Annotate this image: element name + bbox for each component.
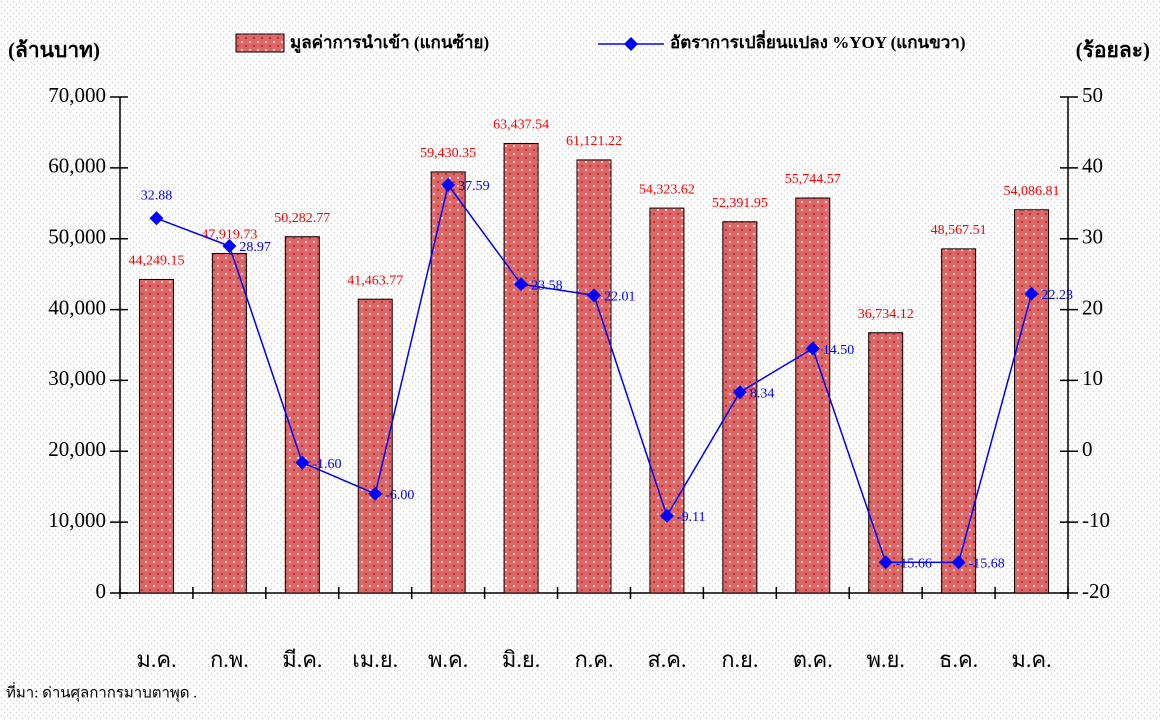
bar-value-label: 61,121.22 xyxy=(566,134,622,149)
legend-marker xyxy=(624,37,638,51)
bar-value-label: 52,391.95 xyxy=(712,196,768,211)
bar-value-label: 50,282.77 xyxy=(274,211,330,226)
line-marker xyxy=(1024,286,1039,301)
y2-tick-label: 10 xyxy=(1082,366,1103,390)
y-tick-label: 0 xyxy=(96,579,107,603)
bar xyxy=(211,252,247,594)
bar-value-label: 55,744.57 xyxy=(785,172,841,187)
line-value-label: -15.66 xyxy=(896,556,932,571)
y-axis-label: (ล้านบาท) xyxy=(8,38,100,62)
line-value-label: -9.11 xyxy=(677,510,706,525)
line-marker xyxy=(805,341,820,356)
line-marker xyxy=(951,555,966,570)
line-value-label: 8.34 xyxy=(750,386,775,401)
bar xyxy=(284,236,320,594)
line-marker xyxy=(659,508,674,523)
line-marker xyxy=(222,239,237,254)
line-marker xyxy=(587,288,601,303)
line-marker xyxy=(295,455,310,470)
x-tick-label: ต.ค. xyxy=(793,647,833,672)
x-tick-label: ก.ค. xyxy=(574,647,613,672)
x-tick-label: มี.ค. xyxy=(282,647,322,672)
y2-tick-label: -20 xyxy=(1082,579,1110,603)
line-marker xyxy=(441,177,456,192)
bar xyxy=(722,221,758,594)
bar-value-label: 44,249.15 xyxy=(128,254,184,269)
y-tick-label: 20,000 xyxy=(48,437,106,461)
x-tick-label: ส.ค. xyxy=(647,647,686,672)
bar-value-label: 47,919.73 xyxy=(201,228,257,243)
line-value-label: 22.23 xyxy=(1042,288,1074,303)
source-note: ที่มา: ด่านศุลกากรมาบตาพุด . xyxy=(6,681,197,702)
legend-swatch xyxy=(235,33,285,53)
y-tick-label: 50,000 xyxy=(48,225,106,249)
legend-label: อัตราการเปลี่ยนแปลง %YOY (แกนขวา) xyxy=(670,30,966,52)
line-value-label: 37.59 xyxy=(458,179,490,194)
legend-label: มูลค่าการนำเข้า (แกนซ้าย) xyxy=(290,33,489,54)
x-tick-label: มิ.ย. xyxy=(502,647,540,672)
y2-axis-label: (ร้อยละ) xyxy=(1076,38,1150,62)
y2-tick-label: -10 xyxy=(1082,508,1110,532)
line-marker xyxy=(878,555,893,570)
y-tick-label: 60,000 xyxy=(48,154,106,178)
bar-value-label: 48,567.51 xyxy=(931,223,987,238)
line-value-label: 28.97 xyxy=(239,240,271,255)
bar xyxy=(868,332,904,594)
y2-tick-label: 20 xyxy=(1082,295,1103,319)
y2-tick-label: 40 xyxy=(1082,154,1103,178)
bar xyxy=(1014,209,1050,594)
x-tick-label: พ.ค. xyxy=(428,647,468,672)
bar xyxy=(430,171,466,594)
y-tick-label: 40,000 xyxy=(48,295,106,319)
line-marker xyxy=(368,486,383,501)
line-marker xyxy=(149,211,164,226)
y2-tick-label: 0 xyxy=(1082,437,1093,461)
x-tick-label: พ.ย. xyxy=(866,647,904,672)
line-marker xyxy=(732,385,747,400)
x-tick-label: ก.ย. xyxy=(721,647,758,672)
x-tick-label: ก.พ. xyxy=(210,647,249,672)
bar-value-label: 63,437.54 xyxy=(493,118,549,133)
y-tick-label: 30,000 xyxy=(48,366,106,390)
y2-tick-label: 50 xyxy=(1082,83,1103,107)
bar xyxy=(503,142,539,594)
y-tick-label: 70,000 xyxy=(48,83,106,107)
line-value-label: -6.00 xyxy=(385,488,414,503)
line-value-label: 14.50 xyxy=(823,343,855,358)
x-tick-label: ม.ค. xyxy=(136,647,176,672)
bar xyxy=(138,278,174,594)
y-tick-label: 10,000 xyxy=(48,508,106,532)
y2-tick-label: 30 xyxy=(1082,225,1103,249)
x-tick-label: ธ.ค. xyxy=(939,647,978,672)
bar-value-label: 54,323.62 xyxy=(639,182,695,197)
x-tick-label: เม.ย. xyxy=(352,647,398,672)
line-value-label: 22.01 xyxy=(604,290,636,305)
bar xyxy=(576,159,612,594)
line-value-label: -15.68 xyxy=(969,557,1005,572)
bar-value-label: 36,734.12 xyxy=(858,307,914,322)
bar xyxy=(941,248,977,594)
line-value-label: 32.88 xyxy=(141,189,173,204)
bar xyxy=(649,207,685,594)
bar xyxy=(795,197,831,594)
bar-value-label: 54,086.81 xyxy=(1004,184,1060,199)
x-tick-label: ม.ค. xyxy=(1011,647,1051,672)
line-value-label: -1.60 xyxy=(312,457,341,472)
line-value-label: 23.58 xyxy=(531,278,563,293)
bar-value-label: 59,430.35 xyxy=(420,146,476,161)
bar-value-label: 41,463.77 xyxy=(347,273,403,288)
line-marker xyxy=(514,277,529,292)
